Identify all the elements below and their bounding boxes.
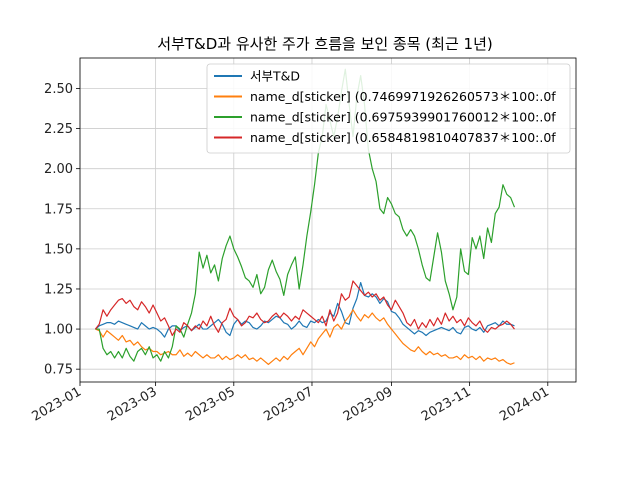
legend-box — [206, 63, 571, 154]
legend-label-1: 서부T&D — [250, 69, 300, 84]
y-tick-label: 1.00 — [44, 323, 73, 338]
series-line-3 — [95, 68, 516, 362]
series-line-1 — [94, 281, 515, 338]
y-axis-ticks: 0.75 1.00 1.25 1.50 1.75 2.00 2.25 2.50 — [44, 82, 80, 378]
series-line-4 — [94, 280, 515, 337]
legend-label-4: name_d[sticker] (0.6584819810407837＊100:… — [250, 130, 556, 145]
plot-frame — [79, 57, 577, 383]
y-tick-label: 1.75 — [44, 202, 73, 217]
y-tick-label: 1.50 — [44, 242, 73, 257]
legend-label-3: name_d[sticker] (0.6975939901760012＊100:… — [250, 110, 556, 125]
y-tick-label: 0.75 — [44, 363, 73, 378]
chart-title: 서부T&D과 유사한 주가 흐름을 보인 종목 (최근 1년) — [157, 35, 492, 53]
y-tick-label: 2.50 — [44, 82, 73, 97]
legend: 서부T&D name_d[sticker] (0.7469971926260573… — [206, 63, 571, 154]
series-layer — [94, 68, 516, 365]
y-tick-label: 2.00 — [44, 162, 73, 177]
y-tick-label: 2.25 — [44, 122, 73, 137]
y-tick-label: 1.25 — [44, 282, 73, 297]
legend-label-2: name_d[sticker] (0.7469971926260573＊100:… — [250, 89, 556, 104]
